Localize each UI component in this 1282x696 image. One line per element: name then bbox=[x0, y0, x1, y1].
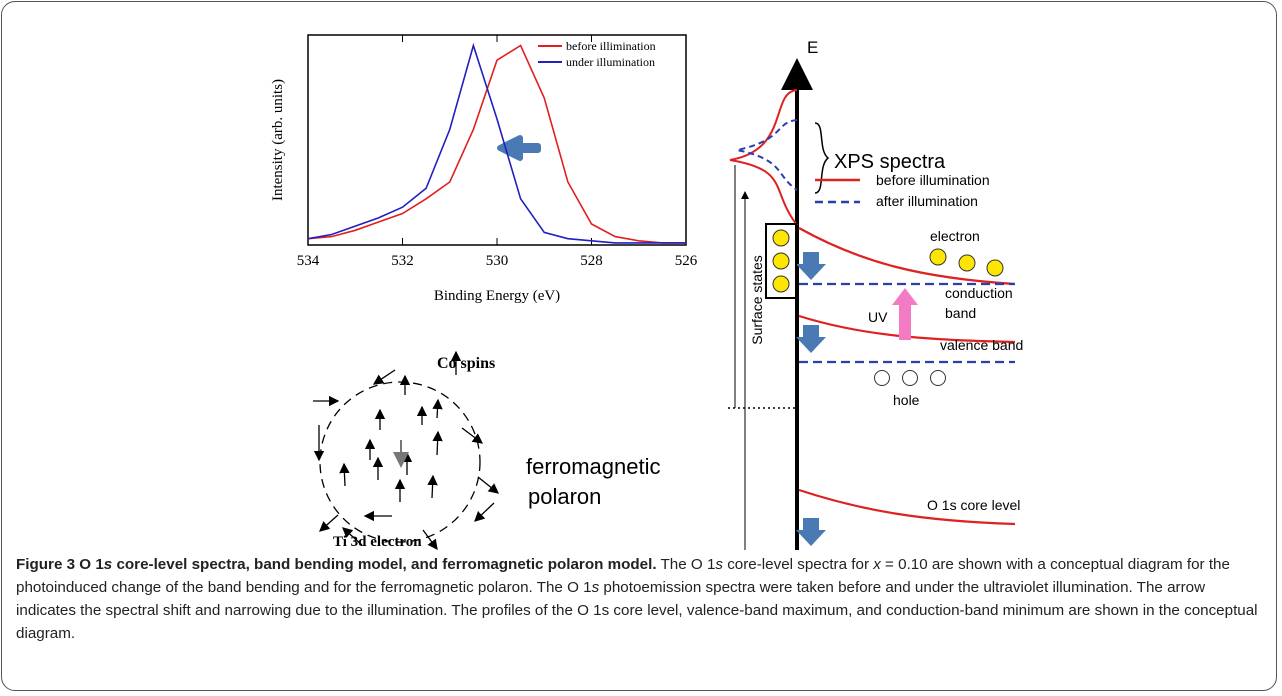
axis-label: E bbox=[807, 38, 818, 57]
x-axis-label: Binding Energy (eV) bbox=[434, 288, 560, 304]
xps-label: XPS spectra bbox=[834, 151, 946, 173]
polaron-label: polaron bbox=[528, 484, 601, 509]
shift-arrow bbox=[497, 135, 541, 161]
legend-label: before illumination bbox=[876, 172, 990, 188]
caption: Figure 3 O 1s core-level spectra, band b… bbox=[16, 553, 1266, 645]
series-line bbox=[307, 44, 686, 244]
co-spins-label: Co spins bbox=[437, 355, 495, 372]
y-axis-label: Intensity (arb. units) bbox=[270, 79, 286, 201]
band-diagram: E depth XPS spectra before illumination … bbox=[728, 38, 1023, 550]
band-label: band bbox=[945, 305, 976, 321]
caption-title: Figure 3 O 1s core-level spectra, band b… bbox=[16, 556, 657, 573]
band-label: hole bbox=[893, 392, 920, 408]
legend-label: before illimination bbox=[566, 39, 656, 53]
surface-states-box bbox=[765, 223, 797, 299]
bands bbox=[798, 227, 1016, 526]
text: Figure 3 O 1 bbox=[16, 556, 104, 573]
polaron-label: ferromagnetic bbox=[526, 454, 661, 479]
text: s bbox=[103, 556, 113, 573]
uv-arrow bbox=[892, 288, 918, 340]
ti-electron-label: Ti 3d electron bbox=[333, 534, 422, 550]
x-tick-label: 530 bbox=[486, 253, 509, 269]
text: core-level spectra, band bending model, … bbox=[112, 556, 657, 573]
x-tick-label: 532 bbox=[391, 253, 414, 269]
x-tick-label: 526 bbox=[675, 253, 698, 269]
holes bbox=[874, 370, 946, 386]
text: photoemission spectra were taken before … bbox=[16, 579, 1258, 642]
text: s bbox=[715, 556, 723, 573]
xps-curve bbox=[729, 89, 798, 226]
legend-label: under illumination bbox=[566, 55, 655, 69]
band-label: electron bbox=[930, 228, 980, 244]
xps-curve bbox=[736, 119, 798, 191]
text: core-level spectra for bbox=[722, 556, 874, 573]
text: = 0.10 are shown with a conceptual diagr… bbox=[16, 556, 1230, 596]
xps-chart: Intensity (arb. units) Binding Energy (e… bbox=[270, 34, 698, 304]
band-shift-arrows bbox=[796, 252, 826, 546]
band-label: conduction bbox=[945, 285, 1013, 301]
x-tick-label: 534 bbox=[297, 253, 320, 269]
series-line bbox=[307, 42, 686, 244]
electrons bbox=[772, 229, 1004, 293]
brace bbox=[814, 122, 830, 194]
x-tick-label: 528 bbox=[580, 253, 603, 269]
figure: Intensity (arb. units) Binding Energy (e… bbox=[270, 34, 1023, 550]
text: The O 1 bbox=[660, 556, 716, 573]
legend-label: after illumination bbox=[876, 193, 978, 209]
band-label: Surface states bbox=[749, 255, 765, 345]
text: s bbox=[591, 579, 600, 596]
band-label: valence band bbox=[940, 337, 1023, 353]
polaron-diagram: Co spins ferromagnetic polaron Ti 3d ele… bbox=[313, 350, 661, 550]
text: x bbox=[873, 556, 881, 573]
band-label: O 1s core level bbox=[927, 497, 1020, 513]
spin-arrows bbox=[313, 350, 500, 550]
band-label: UV bbox=[868, 309, 888, 325]
